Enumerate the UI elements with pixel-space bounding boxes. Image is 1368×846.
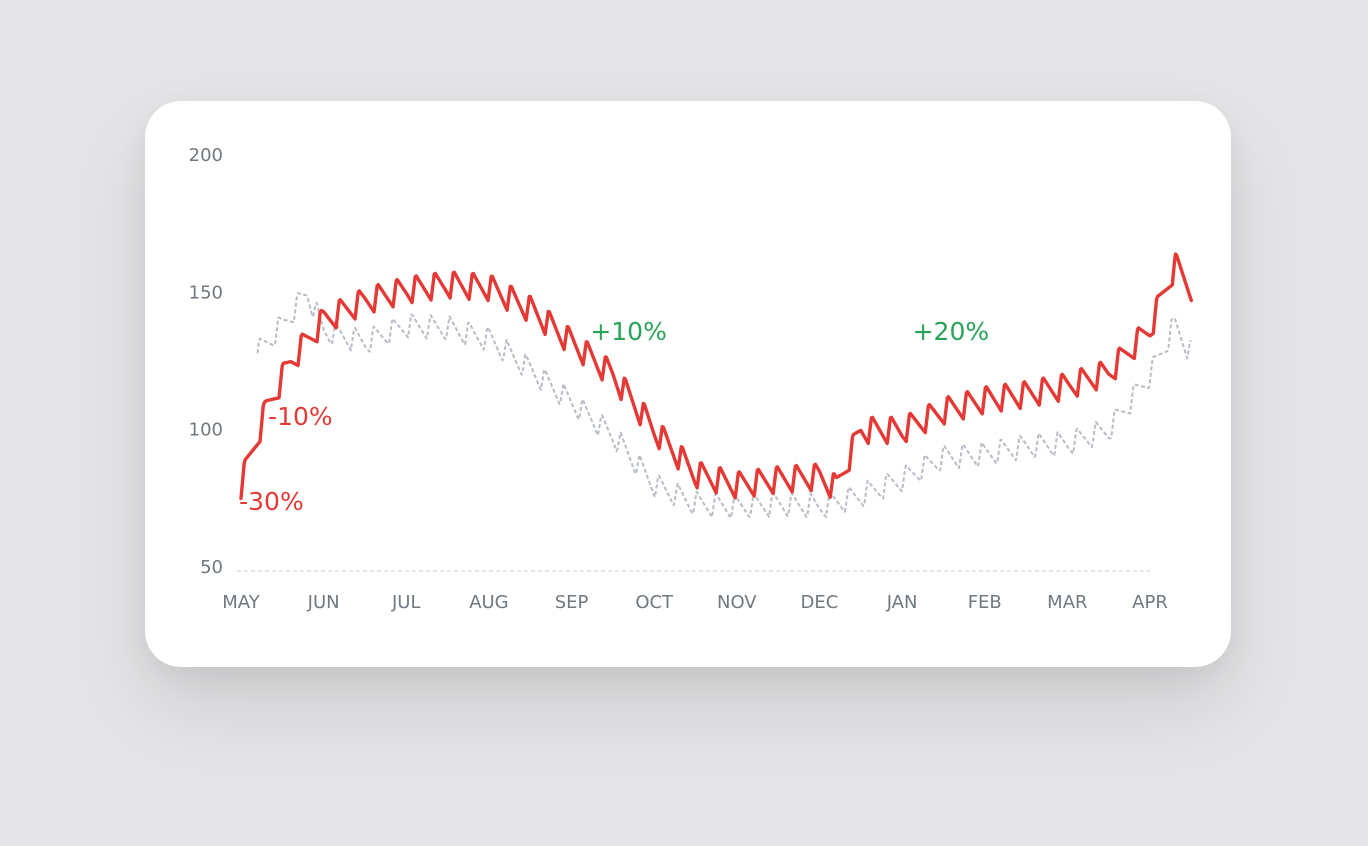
annotation-label: -10% [268,402,333,431]
y-tick-label: 100 [189,420,223,441]
annotation-label: +10% [590,317,667,346]
x-tick-label: AUG [469,592,508,613]
x-tick-label: APR [1132,592,1168,613]
x-tick-label: OCT [635,592,674,613]
x-tick-label: JUL [391,592,421,613]
y-tick-label: 150 [189,282,223,303]
x-tick-label: MAY [222,592,260,613]
x-tick-label: JAN [886,592,918,613]
annotations: -30% -10% +10% +20% [239,317,989,516]
y-tick-label: 50 [200,557,223,578]
series-line-secondary [256,292,1192,519]
annotation-label: +20% [913,317,990,346]
x-axis: MAY JUN JUL AUG SEP OCT NOV DEC JAN FEB MAR APR [222,592,1168,613]
chart-card: 200 150 100 50 MAY JUN JUL AUG SEP OCT NOV DEC JAN F… [145,101,1231,667]
y-axis: 200 150 100 50 [189,145,223,578]
y-tick-label: 200 [189,145,223,166]
x-tick-label: JUN [307,592,340,613]
series-line-primary [239,252,1194,501]
line-chart: 200 150 100 50 MAY JUN JUL AUG SEP OCT NOV DEC JAN F… [189,145,1194,613]
annotation-label: -30% [239,487,304,516]
x-tick-label: DEC [801,592,839,613]
x-tick-label: NOV [717,592,757,613]
x-tick-label: SEP [555,592,589,613]
x-tick-label: FEB [968,592,1002,613]
x-tick-label: MAR [1047,592,1087,613]
series-layer [239,252,1194,519]
